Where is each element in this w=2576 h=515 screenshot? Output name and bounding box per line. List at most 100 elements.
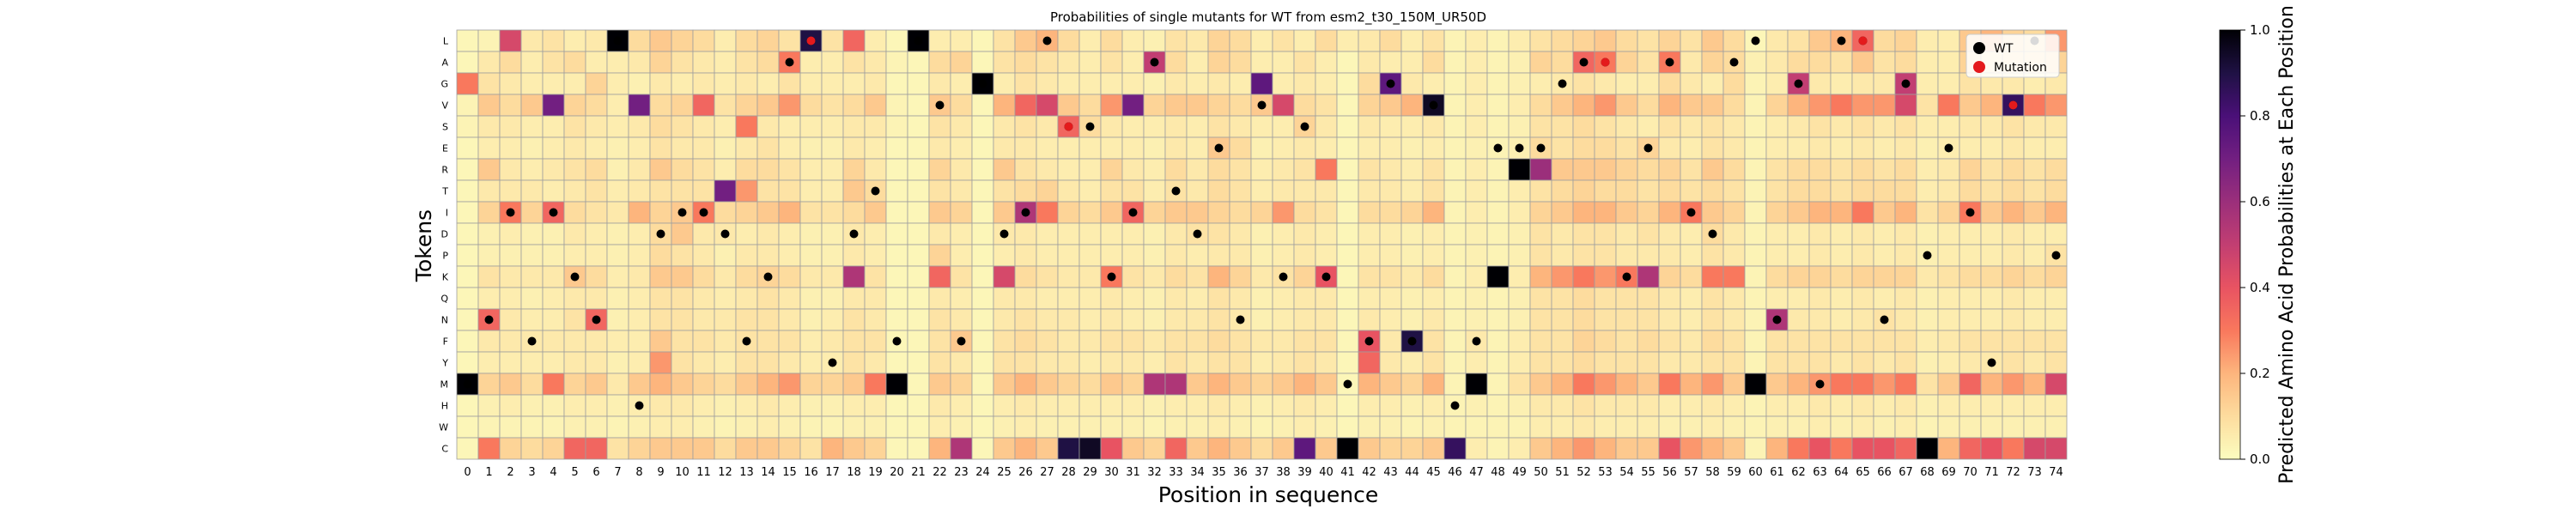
heatmap-cell — [993, 265, 1016, 288]
heatmap-cell — [1400, 287, 1424, 310]
heatmap-cell — [1250, 29, 1273, 52]
wt-marker — [1665, 58, 1674, 67]
wt-marker — [957, 336, 966, 346]
heatmap-cell — [1036, 308, 1059, 331]
heatmap-cell — [2023, 222, 2046, 245]
heatmap-cell — [499, 222, 522, 245]
x-tick-label: 15 — [782, 466, 797, 479]
heatmap-cell — [1851, 158, 1874, 181]
heatmap-cell — [821, 136, 844, 160]
heatmap-cell — [821, 330, 844, 353]
heatmap-cell — [928, 179, 951, 203]
x-tick-label: 3 — [528, 466, 535, 479]
heatmap-cell — [1057, 29, 1080, 52]
heatmap-cell — [1336, 265, 1359, 288]
heatmap-cell — [499, 351, 522, 374]
heatmap-cell — [1336, 394, 1359, 417]
heatmap-cell — [1379, 287, 1402, 310]
heatmap-cell — [1078, 222, 1102, 245]
heatmap-cell — [477, 394, 501, 417]
heatmap-cell — [1057, 351, 1080, 374]
heatmap-cell — [928, 351, 951, 374]
heatmap-cell — [950, 222, 973, 245]
heatmap-cell — [1765, 222, 1789, 245]
x-tick-label: 60 — [1748, 466, 1763, 479]
heatmap-cell — [1680, 373, 1703, 396]
x-tick-label: 61 — [1770, 466, 1784, 479]
heatmap-cell — [1722, 201, 1746, 224]
heatmap-cell — [1465, 115, 1488, 138]
heatmap-cell — [1164, 415, 1188, 439]
x-tick-label: 28 — [1061, 466, 1076, 479]
heatmap-cell — [1315, 136, 1338, 160]
heatmap-cell — [885, 136, 908, 160]
heatmap-cell — [1400, 437, 1424, 460]
heatmap-cell — [928, 265, 951, 288]
heatmap-cell — [1336, 201, 1359, 224]
heatmap-cell — [606, 308, 629, 331]
heatmap-cell — [2023, 351, 2046, 374]
heatmap-cell — [1358, 244, 1381, 267]
heatmap-cell — [1186, 437, 1209, 460]
heatmap-cell — [1036, 330, 1059, 353]
heatmap-cell — [1422, 51, 1445, 74]
heatmap-cell — [1508, 179, 1531, 203]
heatmap-cell — [2023, 330, 2046, 353]
wt-marker — [1579, 58, 1589, 67]
heatmap-cell — [756, 72, 780, 95]
heatmap-cell — [1787, 179, 1810, 203]
heatmap-cell — [1014, 244, 1037, 267]
heatmap-cell — [1615, 136, 1638, 160]
heatmap-cell — [907, 222, 930, 245]
heatmap-cell — [735, 287, 758, 310]
heatmap-cell — [885, 415, 908, 439]
heatmap-cell — [1508, 330, 1531, 353]
heatmap-cell — [1422, 394, 1445, 417]
heatmap-cell — [520, 308, 544, 331]
heatmap-cell — [1465, 51, 1488, 74]
heatmap-cell — [756, 330, 780, 353]
heatmap-cell — [1680, 351, 1703, 374]
heatmap-cell — [1465, 351, 1488, 374]
heatmap-cell — [1121, 158, 1145, 181]
heatmap-cell — [1937, 179, 1960, 203]
heatmap-cell — [585, 179, 608, 203]
wt-marker — [1236, 315, 1245, 324]
heatmap-cell — [585, 287, 608, 310]
heatmap-cell — [477, 351, 501, 374]
heatmap-cell — [1744, 72, 1767, 95]
heatmap-cell — [1551, 287, 1574, 310]
heatmap-cell — [1422, 201, 1445, 224]
heatmap-cell — [1722, 265, 1746, 288]
heatmap-cell — [1443, 437, 1467, 460]
y-tick-label: E — [442, 143, 448, 154]
heatmap-cell — [1078, 179, 1102, 203]
heatmap-cell — [563, 115, 586, 138]
heatmap-cell — [1680, 72, 1703, 95]
heatmap-cell — [1937, 287, 1960, 310]
heatmap-cell — [1336, 72, 1359, 95]
heatmap-cell — [1121, 136, 1145, 160]
heatmap-cell — [1100, 222, 1123, 245]
heatmap-cell — [2023, 201, 2046, 224]
heatmap-cell — [1014, 265, 1037, 288]
heatmap-cell — [1293, 136, 1316, 160]
legend-mutation-label: Mutation — [1994, 61, 2047, 75]
heatmap-cell — [1443, 115, 1467, 138]
heatmap-cell — [1400, 51, 1424, 74]
heatmap-cell — [1701, 115, 1724, 138]
heatmap-cell — [542, 179, 565, 203]
heatmap-cell — [1315, 29, 1338, 52]
heatmap-cell — [1594, 287, 1617, 310]
heatmap-cell — [1078, 94, 1102, 117]
heatmap-cell — [1272, 136, 1295, 160]
heatmap-cell — [756, 51, 780, 74]
x-tick-label: 34 — [1190, 466, 1205, 479]
heatmap-cell — [1508, 265, 1531, 288]
heatmap-cell — [692, 94, 715, 117]
heatmap-cell — [1808, 265, 1832, 288]
x-tick-label: 4 — [550, 466, 556, 479]
heatmap-cell — [1615, 158, 1638, 181]
heatmap-cell — [2023, 179, 2046, 203]
heatmap-cell — [1637, 72, 1660, 95]
